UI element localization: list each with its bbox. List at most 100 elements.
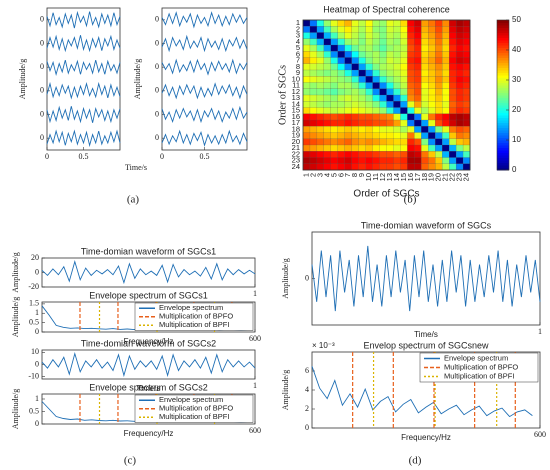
y-axis-label: Amplitude/g — [11, 389, 20, 429]
heatmap-cell — [302, 38, 311, 46]
heatmap-cell — [330, 57, 339, 65]
legend-label: Multiplication of BPFI — [159, 412, 229, 421]
heatmap-cell — [421, 57, 429, 65]
heatmap-cell — [344, 19, 353, 27]
heatmap-cell — [358, 38, 366, 46]
heatmap-cell — [400, 126, 408, 133]
heatmap-cell — [323, 26, 332, 33]
colorbar-step — [497, 110, 509, 113]
heatmap-cell — [442, 163, 450, 171]
heatmap-cell — [455, 82, 464, 90]
heatmap-cell — [393, 57, 401, 65]
heatmap-cell — [393, 88, 401, 96]
y-tick-label: 0 — [155, 15, 159, 24]
heatmap-cell — [386, 94, 394, 102]
heatmap-cell — [435, 26, 443, 33]
colorbar-tick-label: 30 — [512, 75, 521, 84]
y-axis-label: Amplitude/g — [133, 59, 142, 99]
heatmap-cell — [462, 144, 471, 152]
colorbar-step — [497, 95, 509, 98]
series-line — [161, 11, 248, 29]
heatmap-cell — [358, 88, 366, 96]
x-tick-label: 6 — [336, 173, 345, 177]
y-tick-label: 19 — [292, 131, 300, 140]
heatmap-cell — [400, 163, 408, 171]
colorbar-step — [497, 157, 509, 161]
y-tick-label: 0 — [305, 273, 309, 282]
heatmap-cell — [442, 44, 450, 52]
heatmap-cell — [323, 157, 332, 165]
heatmap-cell — [372, 82, 380, 90]
heatmap-cell — [323, 38, 332, 46]
heatmap-cell — [386, 26, 394, 33]
y-axis-label: Order of SGCs — [277, 65, 288, 125]
x-tick-label: 2 — [308, 173, 317, 177]
heatmap-cell — [337, 126, 346, 133]
heatmap-cell — [365, 157, 373, 165]
heatmap-cell — [302, 63, 311, 71]
x-tick-label: 21 — [441, 173, 450, 181]
colorbar-step — [497, 125, 509, 128]
heatmap-cell — [455, 63, 464, 71]
heatmap-cell — [379, 57, 387, 65]
heatmap-cell — [316, 26, 325, 33]
heatmap-cell — [330, 44, 339, 52]
heatmap-cell — [358, 32, 366, 40]
x-tick-label: 0 — [160, 152, 164, 161]
heatmap-cell — [351, 94, 359, 102]
colorbar-step — [497, 75, 509, 78]
heatmap-cell — [365, 101, 373, 108]
series-line — [46, 81, 121, 100]
heatmap-cell — [323, 144, 332, 152]
heatmap-cell — [344, 138, 353, 146]
heatmap-cell — [421, 126, 429, 133]
heatmap-cell — [344, 44, 353, 52]
colorbar-step — [497, 137, 509, 141]
y-tick-label: 0 — [40, 38, 44, 47]
heatmap-cell — [428, 107, 436, 115]
heatmap-cell — [330, 19, 339, 27]
heatmap-cell — [393, 144, 401, 152]
heatmap-cell — [386, 44, 394, 52]
y-tick-label: 10 — [31, 347, 39, 356]
heatmap-cell — [435, 132, 443, 140]
heatmap-cell — [449, 57, 457, 65]
heatmap-cell — [302, 138, 311, 146]
y-axis-label: Amplitude/g — [11, 297, 20, 337]
heatmap-cell — [435, 126, 443, 133]
heatmap-cell — [365, 32, 373, 40]
heatmap-cell — [462, 32, 471, 40]
heatmap-cell — [407, 76, 415, 83]
heatmap-cell — [400, 76, 408, 83]
heatmap-cell — [351, 44, 359, 52]
heatmap-cell — [428, 63, 436, 71]
series-line — [161, 105, 248, 124]
y-tick-label: 0 — [40, 86, 44, 95]
heatmap-cell — [414, 44, 422, 52]
y-tick-label: 20 — [31, 253, 39, 262]
heatmap-cell — [442, 32, 450, 40]
colorbar-step — [497, 160, 509, 163]
heatmap-cell — [449, 32, 457, 40]
colorbar-frame — [496, 19, 510, 171]
colorbar-step — [497, 47, 509, 51]
series-line — [161, 58, 248, 76]
heatmap-cell — [372, 76, 380, 83]
heatmap-cell — [449, 157, 457, 165]
heatmap-cell — [442, 38, 450, 46]
heatmap-cell — [386, 69, 394, 77]
x-tick-label: 5 — [329, 173, 338, 177]
heatmap-cell — [393, 44, 401, 52]
heatmap-cell — [309, 38, 318, 46]
heatmap-cell — [462, 119, 471, 127]
heatmap-cell — [302, 32, 311, 40]
heatmap-cell — [323, 94, 332, 102]
heatmap-cell — [428, 94, 436, 102]
heatmap-cell — [462, 38, 471, 46]
heatmap-cell — [309, 101, 318, 108]
heatmap-cell — [442, 94, 450, 102]
colorbar-step — [497, 135, 509, 138]
heatmap-cell — [414, 57, 422, 65]
heatmap-cell — [372, 113, 380, 121]
heatmap-cell — [351, 76, 359, 83]
